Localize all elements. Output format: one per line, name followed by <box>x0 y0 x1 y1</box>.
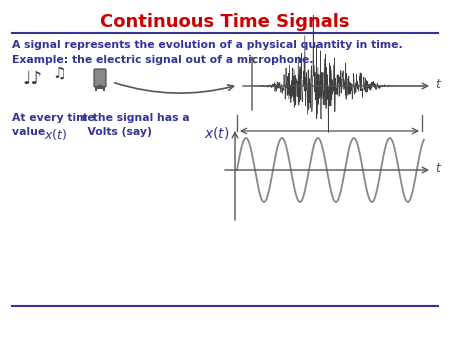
Text: the signal has a: the signal has a <box>89 113 189 123</box>
Text: A signal represents the evolution of a physical quantity in time.: A signal represents the evolution of a p… <box>12 40 403 50</box>
FancyBboxPatch shape <box>94 69 106 87</box>
Text: $t$: $t$ <box>435 78 442 92</box>
Text: $t$: $t$ <box>435 163 442 175</box>
Text: $x(t)$: $x(t)$ <box>204 125 230 141</box>
Text: ♫: ♫ <box>52 66 66 81</box>
Text: At every time: At every time <box>12 113 99 123</box>
Text: t: t <box>82 113 87 123</box>
Text: Continuous Time Signals: Continuous Time Signals <box>100 13 350 31</box>
Text: value: value <box>12 127 49 137</box>
Text: Volts (say): Volts (say) <box>80 127 152 137</box>
Text: Example: the electric signal out of a microphone.: Example: the electric signal out of a mi… <box>12 55 314 65</box>
Text: $x(t)$: $x(t)$ <box>44 127 68 142</box>
Text: ♩♪: ♩♪ <box>22 70 42 88</box>
